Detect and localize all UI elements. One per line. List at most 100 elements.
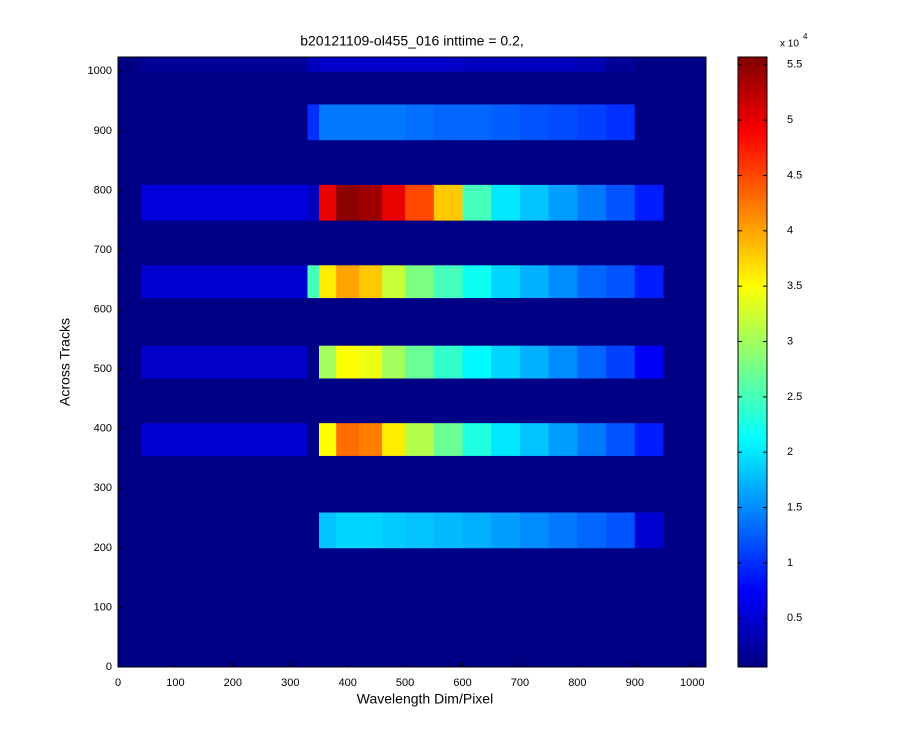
heatmap-cell bbox=[462, 184, 492, 221]
heatmap-cell bbox=[118, 184, 142, 221]
x-tick-label: 500 bbox=[396, 677, 414, 689]
heatmap-cell bbox=[577, 345, 607, 379]
heatmap-cell bbox=[382, 139, 406, 185]
heatmap-cell bbox=[118, 297, 142, 346]
colorbar-tick-label: 4.5 bbox=[787, 169, 802, 181]
y-tick-label: 1000 bbox=[88, 65, 112, 77]
heatmap-cell bbox=[548, 57, 578, 72]
heatmap-cell bbox=[606, 264, 636, 299]
heatmap-cell bbox=[382, 547, 406, 668]
heatmap-cell bbox=[359, 220, 383, 266]
heatmap-cell bbox=[140, 139, 308, 185]
heatmap-cell bbox=[433, 512, 463, 549]
x-tick-label: 400 bbox=[339, 677, 357, 689]
heatmap-cell bbox=[318, 104, 337, 141]
heatmap-cell bbox=[663, 547, 707, 668]
heatmap-cell bbox=[606, 220, 636, 266]
heatmap-cell bbox=[519, 220, 550, 266]
x-tick-label: 700 bbox=[511, 677, 529, 689]
colorbar bbox=[737, 56, 768, 668]
plot-frame bbox=[117, 56, 707, 668]
heatmap-cell bbox=[140, 422, 308, 456]
heatmap-cell bbox=[118, 422, 142, 456]
heatmap-cell bbox=[548, 139, 578, 185]
heatmap-cell bbox=[118, 378, 142, 424]
heatmap-cell bbox=[462, 220, 492, 266]
heatmap-cell bbox=[382, 57, 406, 72]
heatmap-cell bbox=[405, 184, 435, 221]
heatmap-cell bbox=[577, 547, 607, 668]
heatmap-cell bbox=[318, 297, 337, 346]
heatmap-cell bbox=[462, 104, 492, 141]
heatmap-cell bbox=[433, 547, 463, 668]
heatmap-cell bbox=[548, 71, 578, 105]
heatmap-cell bbox=[382, 422, 406, 456]
colorbar-tick-label: 2.5 bbox=[787, 391, 802, 403]
heatmap-cell bbox=[606, 455, 636, 513]
heatmap-cell bbox=[118, 264, 142, 299]
heatmap-cell bbox=[663, 512, 707, 549]
heatmap-cell bbox=[382, 71, 406, 105]
heatmap-cell bbox=[318, 184, 337, 221]
heatmap-cell bbox=[307, 264, 320, 299]
heatmap-cell bbox=[606, 547, 636, 668]
heatmap-cell bbox=[336, 378, 360, 424]
heatmap-cell bbox=[606, 184, 636, 221]
heatmap-cell bbox=[462, 455, 492, 513]
x-axis-label: Wavelength Dim/Pixel bbox=[357, 691, 493, 707]
heatmap-cell bbox=[548, 297, 578, 346]
heatmap-cell bbox=[577, 104, 607, 141]
heatmap-cell bbox=[405, 345, 435, 379]
heatmap-cell bbox=[318, 512, 337, 549]
heatmap-cell bbox=[491, 547, 521, 668]
colorbar-tick-label: 0.5 bbox=[787, 612, 802, 624]
heatmap-cell bbox=[663, 104, 707, 141]
heatmap-cell bbox=[663, 455, 707, 513]
y-axis-label: Across Tracks bbox=[57, 318, 73, 406]
y-tick-label: 400 bbox=[94, 423, 112, 435]
heatmap-cell bbox=[519, 71, 550, 105]
heatmap-cell bbox=[318, 547, 337, 668]
heatmap-cell bbox=[359, 264, 383, 299]
colorbar-tick-label: 4 bbox=[787, 225, 793, 237]
heatmap-cell bbox=[491, 139, 521, 185]
heatmap-cell bbox=[118, 547, 142, 668]
heatmap-cell bbox=[577, 139, 607, 185]
heatmap-cell bbox=[140, 512, 308, 549]
heatmap-cell bbox=[336, 57, 360, 72]
heatmap-cell bbox=[663, 264, 707, 299]
y-tick-label: 300 bbox=[94, 482, 112, 494]
heatmap-cell bbox=[382, 512, 406, 549]
heatmap-cell bbox=[577, 297, 607, 346]
heatmap-cell bbox=[118, 512, 142, 549]
heatmap-cell bbox=[433, 220, 463, 266]
heatmap-cell bbox=[634, 57, 664, 72]
heatmap-cell bbox=[663, 57, 707, 72]
heatmap-cell bbox=[336, 71, 360, 105]
heatmap-cell bbox=[663, 184, 707, 221]
heatmap-cell bbox=[491, 297, 521, 346]
heatmap-cell bbox=[433, 264, 463, 299]
x-tick-label: 600 bbox=[453, 677, 471, 689]
heatmap-cell bbox=[606, 422, 636, 456]
heatmap-cell bbox=[405, 139, 435, 185]
heatmap-cell bbox=[577, 220, 607, 266]
heatmap-cell bbox=[405, 547, 435, 668]
heatmap-cell bbox=[634, 71, 664, 105]
heatmap-cell bbox=[462, 264, 492, 299]
colorbar-tick-label: 1 bbox=[787, 557, 793, 569]
heatmap-cell bbox=[140, 547, 308, 668]
y-tick-label: 100 bbox=[94, 601, 112, 613]
heatmap-cell bbox=[634, 378, 664, 424]
heatmap-cell bbox=[433, 345, 463, 379]
colorbar-tick-label: 1.5 bbox=[787, 501, 802, 513]
heatmap-cell bbox=[577, 512, 607, 549]
colorbar-exponent: 4 bbox=[803, 32, 808, 41]
heatmap-cell bbox=[606, 139, 636, 185]
heatmap-cell bbox=[606, 512, 636, 549]
heatmap-cell bbox=[548, 378, 578, 424]
heatmap-cell bbox=[140, 345, 308, 379]
heatmap-cell bbox=[634, 422, 664, 456]
x-tick-label: 1000 bbox=[680, 677, 704, 689]
